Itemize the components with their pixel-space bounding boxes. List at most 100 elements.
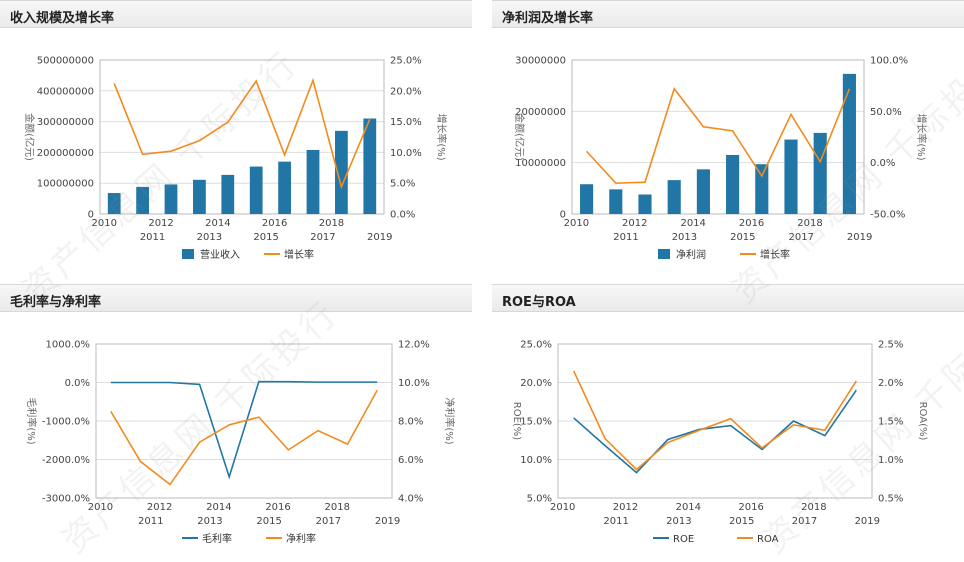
x-tick-label: 2011 — [140, 232, 165, 243]
bar — [193, 179, 206, 214]
y-right-tick-label: -50.0% — [870, 210, 905, 221]
y-right-tick-label: 15.0% — [390, 117, 422, 128]
legend-swatch — [658, 249, 670, 259]
y-right-axis-title: 增长率(%) — [435, 113, 448, 160]
panel-title: 净利润及增长率 — [502, 11, 594, 26]
x-tick-label: 2019 — [367, 232, 392, 243]
x-tick-label: 2010 — [564, 218, 589, 229]
series-line — [110, 380, 378, 480]
panel-title: ROE与ROA — [502, 295, 576, 310]
x-tick-label: 2014 — [205, 218, 230, 229]
panel-revenue: 收入规模及增长率 0 100000000 200000000 300000000 400… — [0, 0, 472, 272]
y-left-tick-label: 200000000 — [37, 148, 94, 159]
x-tick-label: 2015 — [256, 516, 281, 527]
legend-label: 增长率 — [760, 248, 790, 261]
y-right-tick-label: 10.0% — [398, 378, 430, 389]
chart-revenue: 0 100000000 200000000 300000000 400000000 500… — [23, 56, 448, 262]
y-left-tick-label: -1000.0% — [42, 417, 90, 428]
bar — [249, 166, 263, 214]
y-left-tick-label: 20.0% — [520, 378, 552, 389]
y-right-tick-label: 25.0% — [390, 56, 422, 67]
y-left-tick-label: 1000.0% — [46, 340, 91, 351]
x-tick-label: 2018 — [801, 502, 826, 513]
bar — [136, 186, 149, 214]
y-right-tick-label: 50.0% — [870, 107, 902, 118]
plot-frame — [557, 343, 873, 499]
x-tick-label: 2013 — [666, 516, 691, 527]
legend-label: 净利率 — [286, 532, 316, 545]
panel-header: ROE与ROA — [492, 284, 964, 312]
y-left-tick-label: 10000000 — [515, 158, 566, 169]
x-tick-label: 2015 — [730, 232, 755, 243]
y-left-tick-label: -3000.0% — [42, 494, 90, 505]
y-left-tick-label: -2000.0% — [42, 455, 90, 466]
x-tick-label: 2013 — [672, 232, 697, 243]
y-right-tick-label: 4.0% — [398, 494, 423, 505]
bar — [335, 130, 348, 214]
y-left-tick-label: 0.0% — [65, 378, 90, 389]
y-right-tick-label: 10.0% — [390, 148, 422, 159]
bar — [107, 193, 121, 214]
y-right-tick-label: 6.0% — [398, 455, 423, 466]
bar — [638, 194, 652, 214]
bar — [363, 118, 377, 214]
panel-header: 净利润及增长率 — [492, 0, 964, 28]
bar — [580, 184, 594, 214]
series-line — [573, 389, 857, 474]
x-tick-label: 2011 — [138, 516, 163, 527]
y-left-tick-label: 500000000 — [37, 56, 94, 67]
y-left-tick-label: 0 — [88, 210, 94, 221]
plot-frame — [571, 59, 865, 215]
series-line — [586, 87, 851, 185]
legend-label: ROA — [757, 534, 779, 545]
y-left-tick-label: 5.0% — [527, 494, 552, 505]
y-left-axis-title: 金额(亿元) — [513, 113, 526, 161]
x-tick-label: 2011 — [613, 232, 638, 243]
plot-frame — [95, 343, 393, 499]
panel-header: 收入规模及增长率 — [0, 0, 472, 28]
x-tick-label: 2010 — [88, 502, 113, 513]
panel-title: 毛利率与净利率 — [10, 295, 102, 310]
x-tick-label: 2019 — [847, 232, 872, 243]
x-tick-label: 2012 — [613, 502, 638, 513]
y-left-tick-label: 0 — [560, 210, 566, 221]
x-tick-label: 2018 — [325, 502, 350, 513]
panel-header: 毛利率与净利率 — [0, 284, 472, 312]
y-left-axis-title: 毛利率(%) — [25, 397, 38, 444]
series-line — [113, 77, 371, 190]
legend-swatch — [182, 249, 194, 259]
y-right-tick-label: 0.0% — [390, 210, 415, 221]
y-right-tick-label: 1.5% — [878, 417, 903, 428]
x-tick-label: 2017 — [310, 232, 335, 243]
legend-label: ROE — [673, 534, 694, 545]
y-left-tick-label: 15.0% — [520, 417, 552, 428]
y-left-axis-title: ROE(%) — [511, 402, 522, 441]
bar — [755, 164, 769, 214]
x-tick-label: 2018 — [319, 218, 344, 229]
legend-label: 营业收入 — [200, 248, 240, 261]
x-tick-label: 2014 — [676, 502, 701, 513]
plot-frame — [99, 59, 385, 215]
x-tick-label: 2018 — [797, 218, 822, 229]
x-tick-label: 2013 — [197, 516, 222, 527]
x-tick-label: 2015 — [729, 516, 754, 527]
bar — [306, 149, 320, 214]
panel-net-profit: 净利润及增长率 0 10000000 20000000 30000000 -50.0% 0… — [492, 0, 964, 272]
y-right-tick-label: 5.0% — [390, 179, 415, 190]
x-tick-label: 2012 — [148, 218, 173, 229]
x-tick-label: 2012 — [147, 502, 172, 513]
x-tick-label: 2017 — [788, 232, 813, 243]
y-right-tick-label: 0.0% — [870, 158, 895, 169]
x-tick-label: 2016 — [738, 502, 763, 513]
x-tick-label: 2010 — [92, 218, 117, 229]
y-right-tick-label: 12.0% — [398, 340, 430, 351]
x-tick-label: 2010 — [550, 502, 575, 513]
y-right-tick-label: 0.5% — [878, 494, 903, 505]
x-tick-label: 2019 — [855, 516, 880, 527]
legend-label: 净利润 — [676, 248, 706, 261]
y-left-tick-label: 20000000 — [515, 107, 566, 118]
y-right-tick-label: 20.0% — [390, 86, 422, 97]
x-tick-label: 2017 — [792, 516, 817, 527]
bar — [726, 154, 740, 214]
x-tick-label: 2013 — [197, 232, 222, 243]
